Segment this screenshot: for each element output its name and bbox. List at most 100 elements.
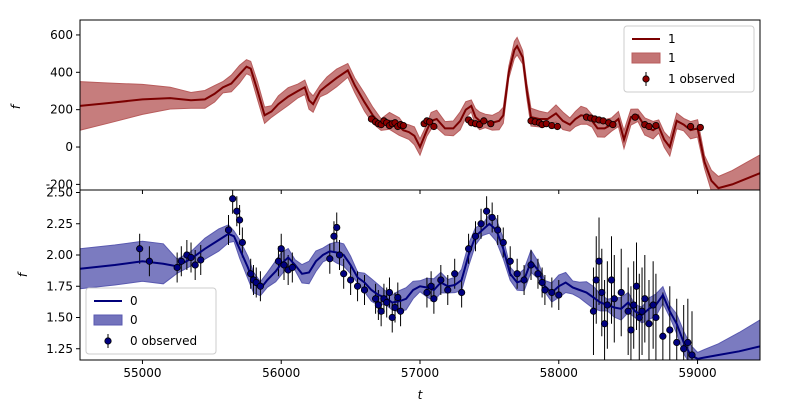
observed-point bbox=[688, 351, 696, 359]
observed-point bbox=[330, 232, 338, 240]
x-tick-label: 58000 bbox=[540, 366, 578, 380]
observed-point bbox=[666, 326, 674, 334]
legend-box bbox=[85, 287, 217, 355]
x-tick-label: 55000 bbox=[123, 366, 161, 380]
observed-point bbox=[191, 261, 199, 269]
observed-point bbox=[555, 291, 563, 299]
observed-point bbox=[426, 118, 434, 126]
observed-point bbox=[610, 295, 618, 303]
uncertainty-band bbox=[80, 36, 760, 190]
observed-point bbox=[520, 276, 528, 284]
observed-point bbox=[598, 288, 606, 297]
observed-point bbox=[534, 270, 542, 278]
observed-point bbox=[696, 123, 704, 132]
observed-point bbox=[277, 245, 285, 253]
legend: 0 0 0 observed bbox=[85, 287, 217, 355]
x-axis-label: t bbox=[418, 388, 424, 400]
observed-point bbox=[527, 261, 535, 269]
observed-point bbox=[477, 220, 485, 228]
observed-point bbox=[197, 256, 205, 264]
plot-area bbox=[80, 190, 760, 360]
observed-point bbox=[641, 295, 649, 303]
observed-point bbox=[451, 270, 459, 278]
observed-point bbox=[444, 286, 452, 294]
observed-point bbox=[377, 307, 385, 315]
observed-point bbox=[548, 288, 556, 297]
bottom-y-axis-label: f bbox=[16, 271, 30, 277]
legend-label: 1 bbox=[668, 32, 676, 46]
observed-point bbox=[595, 257, 603, 265]
observed-point bbox=[374, 301, 382, 309]
x-tick-label: 59000 bbox=[678, 366, 716, 380]
observed-point bbox=[488, 213, 496, 222]
observed-point bbox=[541, 286, 549, 294]
observed-point bbox=[233, 207, 241, 215]
observed-point bbox=[645, 320, 653, 328]
observed-point bbox=[638, 307, 646, 315]
observed-point bbox=[427, 282, 435, 290]
observed-point bbox=[145, 257, 153, 265]
legend-label: 1 bbox=[668, 51, 676, 65]
observed-point bbox=[177, 257, 185, 265]
legend-label: 1 observed bbox=[668, 72, 735, 86]
y-tick-label: 1.75 bbox=[46, 279, 73, 293]
observed-point bbox=[464, 245, 473, 253]
observed-point bbox=[494, 226, 502, 234]
plot-area bbox=[80, 36, 760, 190]
legend-point-swatch bbox=[104, 337, 112, 345]
y-tick-label: 2.00 bbox=[46, 248, 73, 262]
observed-point bbox=[607, 276, 616, 284]
observed-point bbox=[553, 122, 561, 131]
observed-point bbox=[506, 257, 514, 265]
y-tick-label: -200 bbox=[46, 177, 73, 191]
observed-point bbox=[288, 263, 296, 272]
bottom-panel: 1.25 1.50 1.75 2.00 2.25 2.50 55000 56000 57000 5… bbox=[46, 186, 761, 380]
observed-point bbox=[673, 338, 681, 347]
observed-point bbox=[487, 120, 495, 128]
legend-label: 0 bbox=[130, 313, 138, 327]
observed-point bbox=[617, 288, 625, 297]
observed-point bbox=[385, 288, 394, 297]
legend-point-swatch bbox=[642, 75, 650, 83]
observed-point bbox=[513, 270, 521, 278]
observed-point bbox=[624, 307, 632, 315]
observed-point bbox=[592, 276, 600, 284]
observed-point bbox=[383, 298, 391, 307]
observed-point bbox=[340, 270, 348, 278]
observed-point bbox=[280, 261, 288, 269]
observed-point bbox=[684, 338, 692, 347]
observed-point bbox=[609, 121, 617, 129]
observed-point bbox=[371, 295, 380, 303]
x-tick-label: 56000 bbox=[262, 366, 300, 380]
observed-point bbox=[335, 251, 344, 259]
y-tick-label: 2.50 bbox=[46, 186, 73, 200]
observed-point bbox=[229, 195, 237, 203]
observed-point bbox=[274, 257, 283, 265]
y-tick-label: 1.50 bbox=[46, 311, 73, 325]
observed-point bbox=[333, 223, 341, 232]
observed-point bbox=[627, 326, 635, 334]
observed-point bbox=[187, 253, 195, 262]
observed-point bbox=[645, 122, 653, 131]
y-tick-label: 400 bbox=[50, 65, 73, 79]
observed-point bbox=[480, 117, 488, 125]
observed-point bbox=[353, 282, 362, 290]
observed-point bbox=[632, 282, 641, 290]
observed-point bbox=[238, 238, 246, 247]
x-tick-label: 57000 bbox=[401, 366, 439, 380]
observed-point bbox=[360, 286, 369, 294]
observed-point bbox=[396, 307, 405, 315]
observed-point bbox=[326, 255, 334, 263]
observed-point bbox=[680, 345, 688, 353]
observed-point bbox=[256, 282, 265, 290]
observed-point bbox=[247, 270, 255, 278]
observed-point bbox=[235, 216, 244, 224]
observed-point bbox=[224, 226, 233, 234]
observed-point bbox=[630, 301, 638, 309]
top-y-axis-label: f bbox=[9, 103, 23, 109]
observed-point bbox=[430, 295, 438, 303]
y-tick-label: 1.25 bbox=[46, 342, 73, 356]
observed-point bbox=[649, 301, 657, 309]
